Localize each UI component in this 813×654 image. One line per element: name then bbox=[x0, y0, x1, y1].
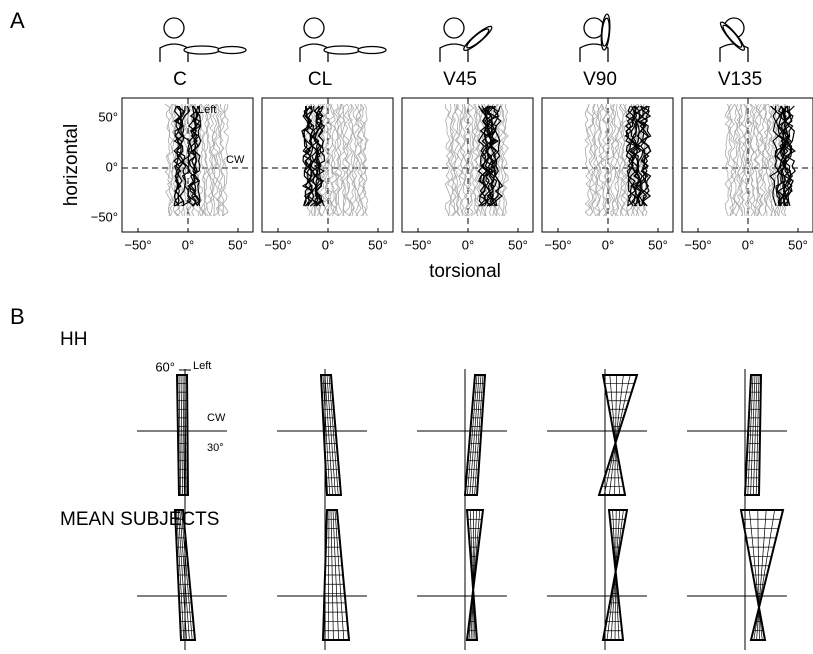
posture-icon bbox=[440, 18, 494, 62]
x-axis-label: torsional bbox=[429, 261, 501, 282]
y-tick-label: 50° bbox=[98, 109, 118, 124]
annotation: 30° bbox=[207, 442, 224, 454]
condition-label: V90 bbox=[583, 69, 617, 90]
x-tick-label: −50° bbox=[684, 237, 711, 252]
icon-arm bbox=[465, 27, 491, 50]
annotation: Left bbox=[193, 360, 211, 372]
gray-trace bbox=[165, 104, 171, 216]
icon-arm bbox=[184, 46, 220, 54]
row-label: MEAN SUBJECTS bbox=[60, 509, 219, 530]
condition-label: CL bbox=[308, 69, 332, 90]
x-tick-label: −50° bbox=[124, 237, 151, 252]
icon-arm bbox=[324, 46, 360, 54]
x-tick-label: 50° bbox=[228, 237, 248, 252]
condition-label: V45 bbox=[443, 69, 477, 90]
icon-head bbox=[304, 18, 324, 38]
icon-body bbox=[440, 44, 468, 62]
x-tick-label: 50° bbox=[648, 237, 668, 252]
x-tick-label: 0° bbox=[322, 237, 334, 252]
x-tick-label: 50° bbox=[368, 237, 388, 252]
condition-label: C bbox=[173, 69, 187, 90]
panel-label: B bbox=[10, 304, 25, 329]
row-label: HH bbox=[60, 329, 87, 350]
y-tick-label: 0° bbox=[106, 159, 118, 174]
x-tick-label: −50° bbox=[404, 237, 431, 252]
lattice-line bbox=[604, 375, 630, 495]
gray-trace bbox=[757, 104, 763, 216]
x-tick-label: 0° bbox=[182, 237, 194, 252]
annotation: CW bbox=[226, 154, 245, 166]
x-tick-label: −50° bbox=[264, 237, 291, 252]
posture-icon bbox=[580, 14, 611, 62]
annotation: 60° bbox=[155, 359, 175, 374]
x-tick-label: 50° bbox=[788, 237, 808, 252]
x-tick-label: 0° bbox=[602, 237, 614, 252]
icon-body bbox=[160, 44, 188, 62]
icon-head bbox=[444, 18, 464, 38]
panel-label: A bbox=[10, 8, 25, 33]
icon-arm bbox=[218, 47, 246, 54]
lattice-line bbox=[328, 510, 329, 640]
condition-label: V135 bbox=[718, 69, 762, 90]
gray-trace bbox=[213, 104, 219, 216]
posture-icon bbox=[718, 18, 748, 62]
y-tick-label: −50° bbox=[91, 209, 118, 224]
posture-icon bbox=[160, 18, 246, 62]
annotation: CW bbox=[207, 412, 226, 424]
figure: A B torsional horizontal HH MEAN SUBJECT… bbox=[0, 0, 813, 654]
annotation: Left bbox=[198, 104, 216, 116]
posture-icon bbox=[300, 18, 386, 62]
x-tick-label: −50° bbox=[544, 237, 571, 252]
icon-head bbox=[164, 18, 184, 38]
icon-body bbox=[300, 44, 328, 62]
x-tick-label: 50° bbox=[508, 237, 528, 252]
x-tick-label: 0° bbox=[742, 237, 754, 252]
y-axis-label: horizontal bbox=[61, 124, 82, 206]
icon-arm bbox=[358, 47, 386, 54]
x-tick-label: 0° bbox=[462, 237, 474, 252]
